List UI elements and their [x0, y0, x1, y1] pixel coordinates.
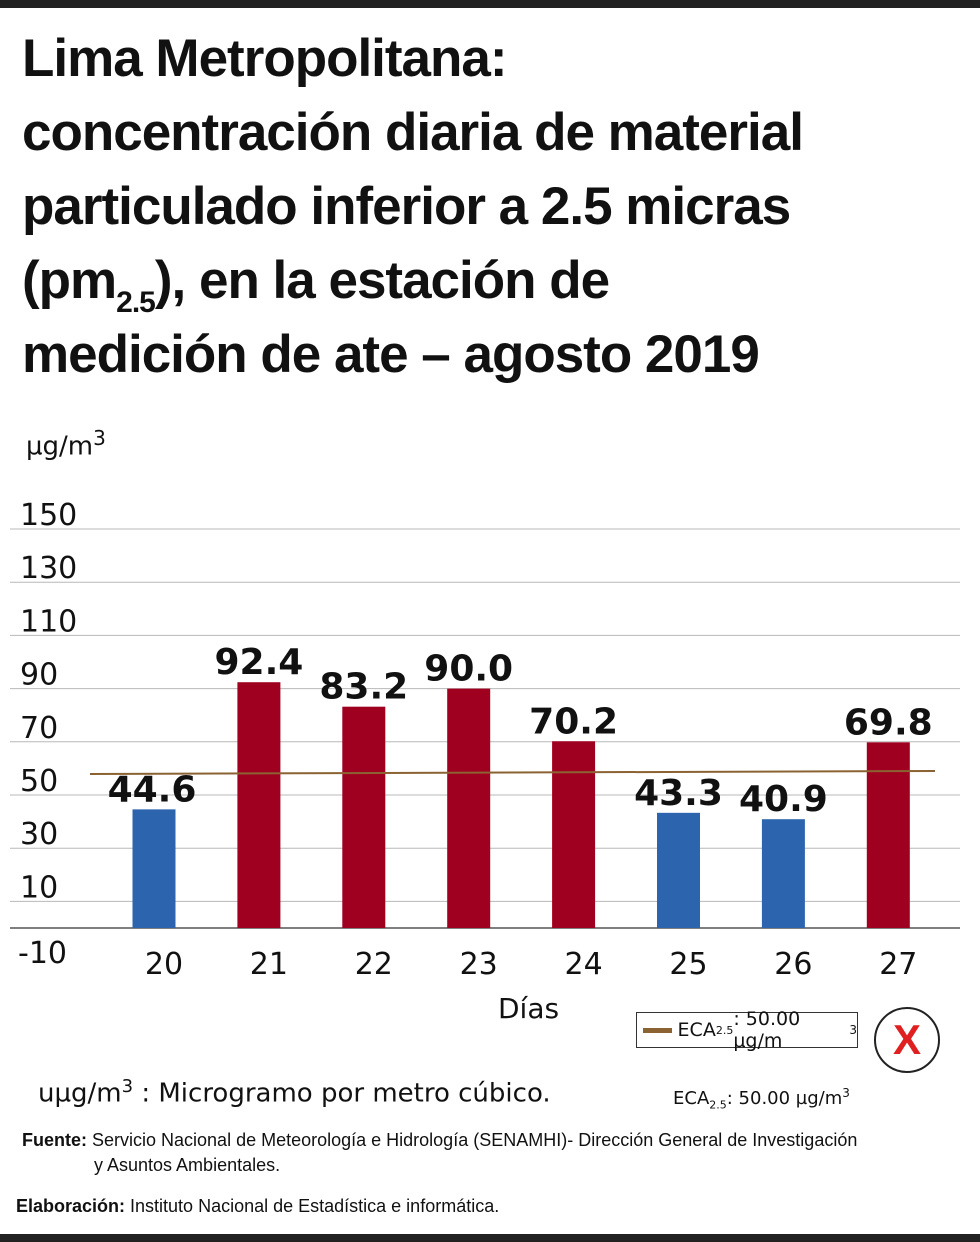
source-text: Servicio Nacional de Meteorología e Hidr…	[87, 1130, 858, 1150]
x-tick-label: 20	[145, 947, 183, 982]
source-note: Fuente: Servicio Nacional de Meteorologí…	[22, 1128, 922, 1178]
data-label: 43.3	[634, 773, 723, 814]
data-label: 40.9	[739, 779, 828, 820]
x-mark-icon: X	[874, 1007, 940, 1073]
credit-label: Elaboración:	[16, 1196, 126, 1216]
legend-value: : 50.00 µg/m	[733, 1008, 801, 1052]
note-sup: 3	[121, 1076, 134, 1097]
data-label: 44.6	[108, 769, 197, 810]
source-text: y Asuntos Ambientales.	[94, 1155, 281, 1175]
title-line: particulado inferior a 2.5 micras	[22, 177, 791, 236]
top-border	[0, 0, 980, 8]
bar-26	[761, 819, 805, 928]
x-tick-label: 21	[250, 947, 288, 982]
x-tick-label: 22	[355, 947, 393, 982]
title-line: Lima Metropolitana:	[22, 29, 508, 88]
eca-note: ECA2.5: 50.00 µg/m3	[673, 1086, 850, 1112]
legend: ECA 2.5: 50.00 µg/m 3	[636, 1008, 858, 1052]
bar-27	[866, 742, 910, 928]
x-tick-label: 24	[565, 947, 603, 982]
y-tick-label: 50	[20, 764, 58, 799]
title-text: (pm	[22, 251, 117, 310]
legend-sup: 3	[849, 1023, 857, 1037]
credit-note: Elaboración: Instituto Nacional de Estad…	[16, 1196, 499, 1217]
bar-24	[552, 741, 596, 928]
note-text: : Microgramo por metro cúbico.	[133, 1078, 551, 1109]
eca-label: ECA	[673, 1088, 710, 1109]
credit-text: Instituto Nacional de Estadística e info…	[125, 1196, 500, 1216]
y-tick-label: 150	[20, 498, 77, 533]
title-line: (pm2.5), en la estación de	[22, 244, 972, 318]
y-tick-label: 90	[20, 658, 58, 693]
legend-sub: 2.5	[715, 1023, 734, 1037]
x-tick-label: 26	[774, 947, 812, 982]
y-tick-label: 110	[20, 604, 77, 639]
bar-21	[237, 682, 281, 928]
title-line: medición de ate – agosto 2019	[22, 325, 760, 384]
data-label: 69.8	[844, 702, 933, 743]
chart-title: Lima Metropolitana: concentración diaria…	[22, 22, 972, 392]
y-tick-label: 10	[20, 870, 58, 905]
eca-sub: 2.5	[709, 1098, 727, 1112]
x-tick-label: 23	[460, 947, 498, 982]
note-text: uµg/m	[38, 1078, 122, 1109]
y-tick-label: 130	[20, 551, 77, 586]
bar-23	[447, 688, 491, 928]
bar-22	[342, 706, 386, 928]
source-label: Fuente:	[22, 1130, 87, 1150]
x-tick-label: 27	[879, 947, 917, 982]
y-unit-sup: 3	[93, 426, 106, 450]
y-tick-label: 70	[20, 711, 58, 746]
data-label: 83.2	[319, 667, 408, 708]
bottom-border	[0, 1234, 980, 1242]
title-subscript: 2.5	[116, 286, 156, 319]
y-tick-label: -10	[18, 936, 67, 971]
title-line: concentración diaria de material	[22, 103, 804, 162]
x-tick-label: 25	[669, 947, 707, 982]
y-axis-unit: µg/m3	[26, 426, 106, 462]
x-axis-label: Días	[498, 992, 560, 1025]
y-unit-text: µg/m	[26, 431, 94, 462]
bar-25	[657, 812, 700, 928]
data-label: 92.4	[214, 642, 303, 683]
legend-label: ECA	[677, 1019, 716, 1041]
data-label: 70.2	[529, 701, 618, 742]
y-tick-label: 30	[20, 817, 58, 852]
data-label: 90.0	[424, 649, 513, 690]
unit-note: uµg/m3 : Microgramo por metro cúbico.	[38, 1076, 551, 1109]
legend-swatch-eca	[643, 1027, 672, 1033]
eca-sup: 3	[842, 1086, 850, 1100]
bar-20	[132, 809, 176, 928]
eca-threshold-line	[89, 770, 936, 775]
eca-value: : 50.00 µg/m	[726, 1088, 843, 1109]
title-text: ), en la estación de	[154, 251, 610, 310]
